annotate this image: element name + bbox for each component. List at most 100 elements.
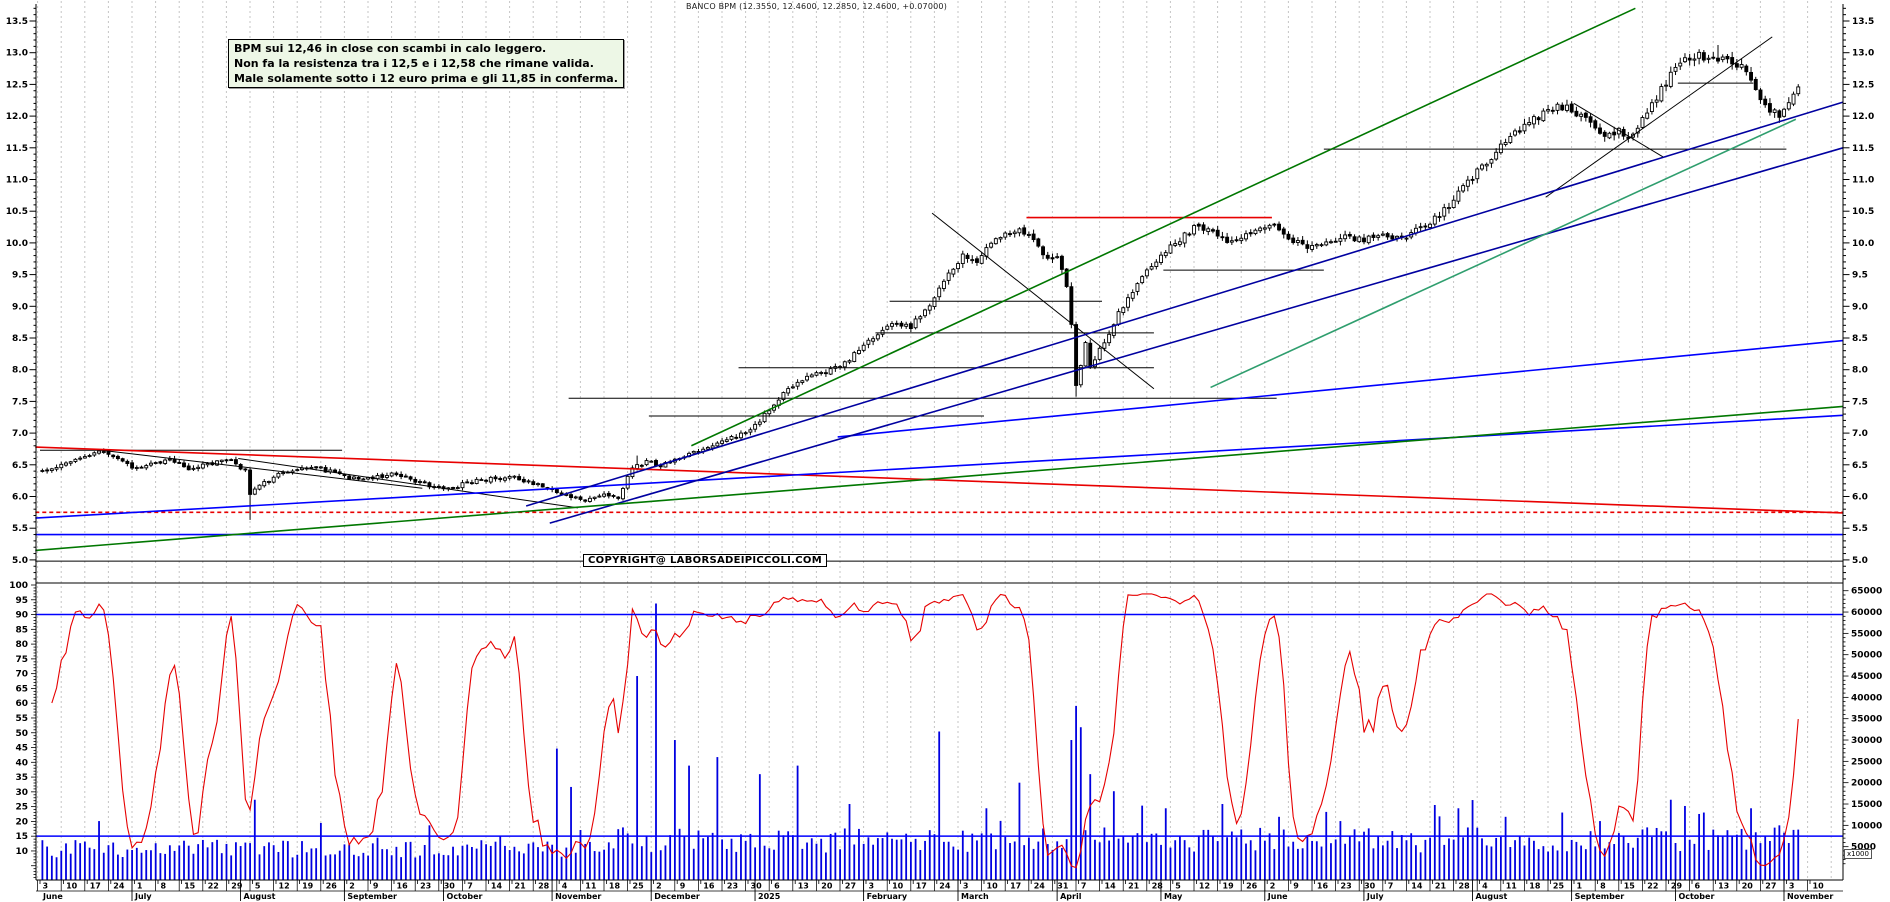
- svg-text:11.0: 11.0: [1852, 176, 1874, 186]
- svg-text:2: 2: [656, 882, 662, 891]
- svg-text:23: 23: [727, 882, 738, 891]
- annotation-line-1: BPM sui 12,46 in close con scambi in cal…: [234, 42, 547, 55]
- svg-text:1: 1: [1577, 882, 1583, 891]
- svg-text:November: November: [555, 892, 601, 901]
- volume-unit-label: x1000: [1844, 849, 1872, 859]
- svg-text:12.5: 12.5: [6, 80, 28, 90]
- svg-text:6.0: 6.0: [12, 493, 28, 503]
- svg-text:16: 16: [703, 882, 715, 891]
- svg-text:9.5: 9.5: [1852, 271, 1868, 281]
- svg-text:16: 16: [1317, 882, 1329, 891]
- svg-text:13: 13: [798, 882, 809, 891]
- svg-text:26: 26: [326, 882, 338, 891]
- svg-text:40: 40: [15, 758, 28, 768]
- analysis-annotation-box: BPM sui 12,46 in close con scambi in cal…: [228, 39, 624, 88]
- svg-text:February: February: [867, 892, 908, 901]
- svg-text:26: 26: [1246, 882, 1258, 891]
- svg-text:16: 16: [397, 882, 409, 891]
- svg-text:19: 19: [1223, 882, 1235, 891]
- svg-text:11.5: 11.5: [1852, 144, 1874, 154]
- oscillator-bands: [36, 613, 1843, 837]
- svg-text:10: 10: [66, 882, 78, 891]
- svg-text:7: 7: [1388, 882, 1394, 891]
- svg-text:23: 23: [1341, 882, 1352, 891]
- svg-text:6: 6: [1695, 882, 1701, 891]
- svg-text:3: 3: [43, 882, 49, 891]
- svg-text:6.5: 6.5: [1852, 461, 1868, 471]
- svg-text:30: 30: [444, 882, 456, 891]
- svg-text:8.5: 8.5: [1852, 334, 1868, 344]
- svg-text:50: 50: [15, 729, 28, 739]
- svg-text:100: 100: [9, 581, 28, 591]
- svg-text:10: 10: [1813, 882, 1825, 891]
- price-axis: 5.0 5.0 5.5 5.5 6.0 6.0 6.5 6.5 7.0 7.0 7.5 7.5 8.0 8…: [6, 7, 1874, 580]
- svg-text:12: 12: [279, 882, 290, 891]
- svg-text:1: 1: [137, 882, 143, 891]
- trendlines: [35, 7, 1844, 562]
- svg-text:40000: 40000: [1851, 693, 1882, 703]
- svg-text:June: June: [1267, 892, 1288, 901]
- svg-text:8.0: 8.0: [12, 366, 28, 376]
- svg-text:8.5: 8.5: [12, 334, 28, 344]
- svg-text:7: 7: [467, 882, 473, 891]
- svg-text:June: June: [42, 892, 63, 901]
- svg-text:11: 11: [585, 882, 597, 891]
- svg-text:27: 27: [845, 882, 856, 891]
- svg-text:9: 9: [1293, 882, 1299, 891]
- svg-text:25000: 25000: [1851, 757, 1882, 767]
- svg-text:July: July: [1366, 892, 1384, 901]
- svg-text:24: 24: [939, 882, 951, 891]
- svg-text:3: 3: [869, 882, 875, 891]
- svg-text:15: 15: [1624, 882, 1636, 891]
- svg-text:5.5: 5.5: [12, 524, 28, 534]
- svg-text:23: 23: [420, 882, 431, 891]
- svg-text:13.0: 13.0: [6, 49, 28, 59]
- svg-text:45000: 45000: [1851, 672, 1882, 682]
- svg-text:14: 14: [1411, 882, 1423, 891]
- svg-text:28: 28: [538, 882, 550, 891]
- svg-text:55000: 55000: [1851, 629, 1882, 639]
- svg-text:13.5: 13.5: [6, 17, 28, 27]
- svg-text:20000: 20000: [1851, 779, 1882, 789]
- svg-text:17: 17: [1010, 882, 1021, 891]
- svg-text:60: 60: [15, 699, 28, 709]
- svg-text:30000: 30000: [1851, 736, 1882, 746]
- svg-text:70: 70: [15, 670, 28, 680]
- svg-text:July: July: [134, 892, 152, 901]
- oscillator-axis: 10 15 20 25 30 35 40 45 50 55 60 65 70 75 80 85 90 95 100: [9, 581, 36, 878]
- svg-text:18: 18: [1529, 882, 1541, 891]
- svg-text:March: March: [961, 892, 989, 901]
- svg-text:11.5: 11.5: [6, 144, 28, 154]
- svg-text:7.5: 7.5: [12, 397, 28, 407]
- copyright-badge: COPYRIGHT@ LABORSADEIPICCOLI.COM: [583, 554, 827, 567]
- svg-text:30: 30: [1364, 882, 1376, 891]
- svg-text:6.0: 6.0: [1852, 493, 1868, 503]
- svg-text:4: 4: [562, 882, 568, 891]
- svg-text:September: September: [1575, 892, 1625, 901]
- svg-text:April: April: [1060, 892, 1082, 901]
- svg-text:50000: 50000: [1851, 651, 1882, 661]
- svg-text:10000: 10000: [1851, 821, 1882, 831]
- svg-text:17: 17: [916, 882, 927, 891]
- svg-text:9: 9: [680, 882, 686, 891]
- svg-text:60000: 60000: [1851, 608, 1882, 618]
- svg-text:80: 80: [15, 640, 28, 650]
- svg-text:11.0: 11.0: [6, 176, 28, 186]
- svg-text:9.5: 9.5: [12, 271, 28, 281]
- svg-text:6.5: 6.5: [12, 461, 28, 471]
- svg-text:14: 14: [491, 882, 503, 891]
- svg-text:45: 45: [15, 744, 28, 754]
- svg-text:2: 2: [349, 882, 355, 891]
- svg-text:28: 28: [1459, 882, 1471, 891]
- svg-text:3: 3: [1789, 882, 1795, 891]
- svg-text:10.0: 10.0: [1852, 239, 1874, 249]
- svg-text:25: 25: [1553, 882, 1565, 891]
- annotation-line-2: Non fa la resistenza tra i 12,5 e i 12,5…: [234, 57, 594, 70]
- svg-text:October: October: [447, 892, 483, 901]
- svg-text:13.0: 13.0: [1852, 49, 1874, 59]
- svg-text:24: 24: [113, 882, 125, 891]
- svg-text:75: 75: [15, 655, 28, 665]
- svg-text:17: 17: [90, 882, 101, 891]
- svg-text:18: 18: [609, 882, 621, 891]
